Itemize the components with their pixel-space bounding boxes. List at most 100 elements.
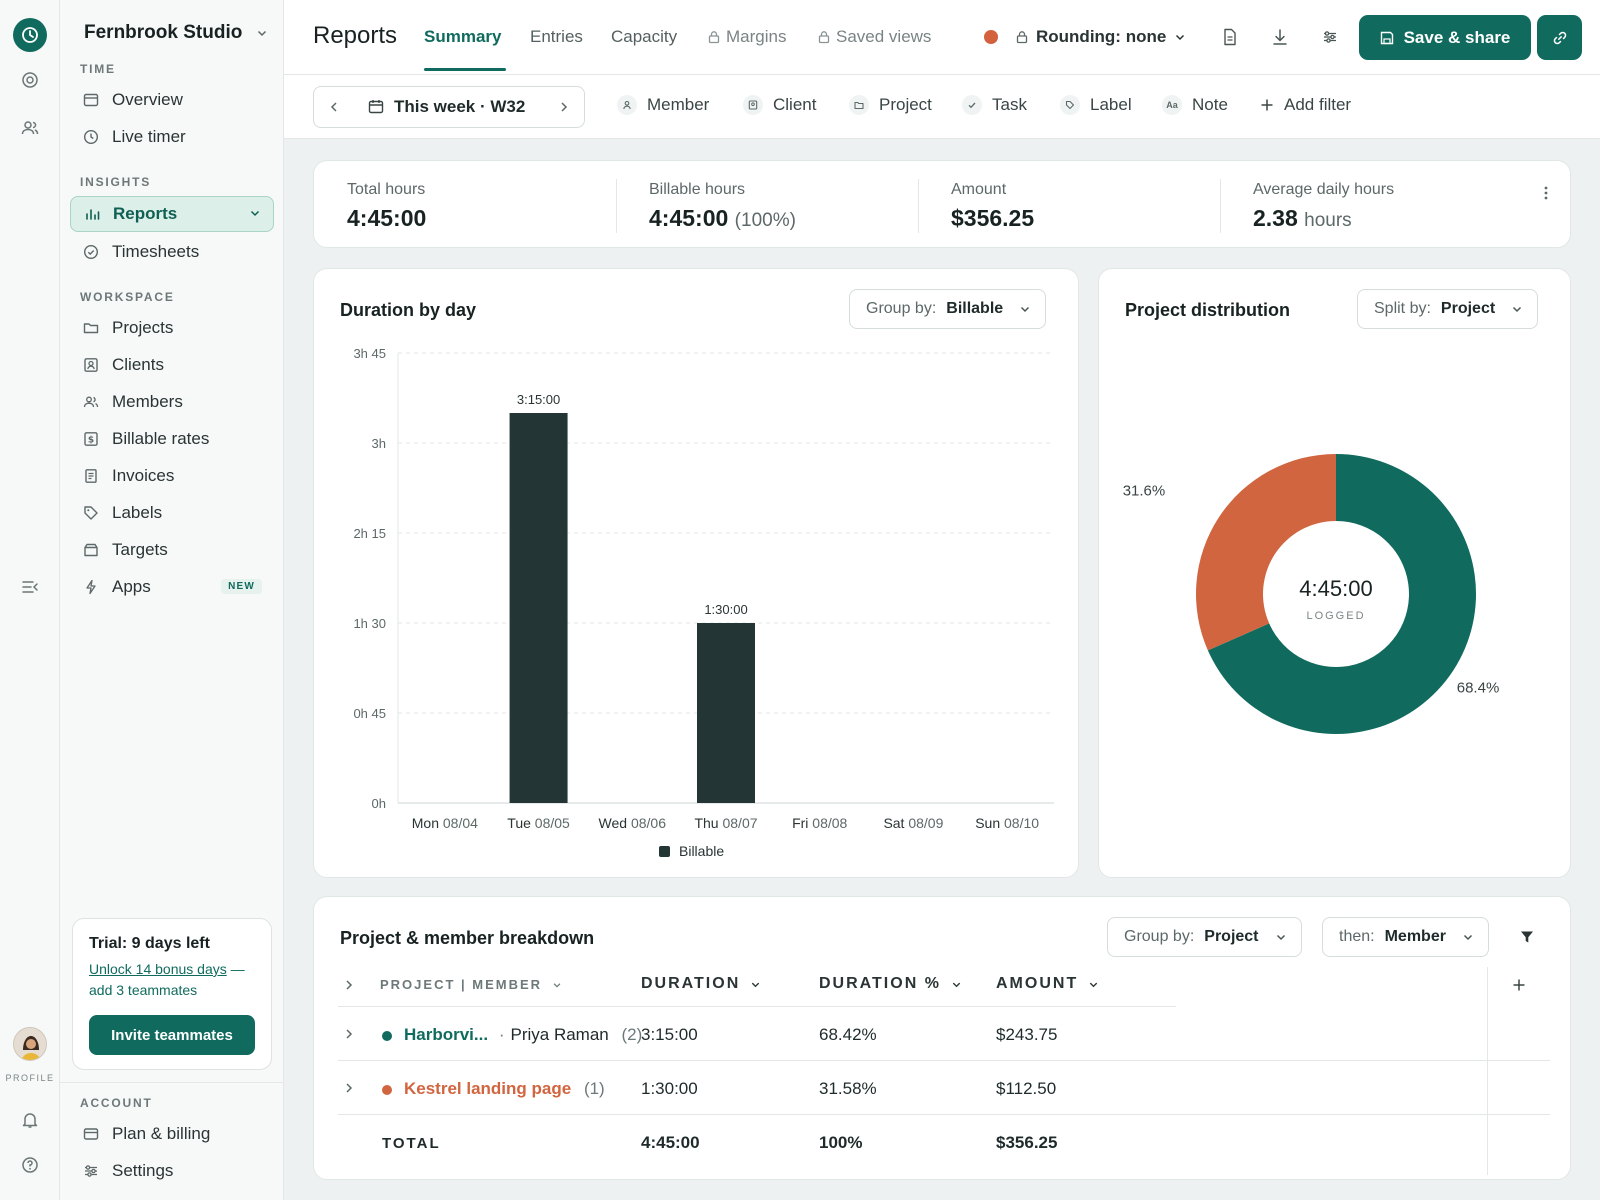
chevron-down-icon [1021, 306, 1030, 313]
page-title: Reports [313, 22, 398, 49]
chart-title: Duration by day [340, 300, 477, 320]
filter-client[interactable]: Client [743, 95, 816, 115]
rounding-dropdown[interactable]: Rounding: none [1016, 27, 1186, 47]
sidebar-item-members[interactable]: Members [70, 384, 274, 420]
dropdown-value: Member [1384, 928, 1446, 945]
column-duration[interactable]: DURATION [641, 975, 761, 993]
tab-capacity[interactable]: Capacity [611, 27, 678, 46]
help-icon[interactable] [18, 1153, 42, 1177]
prev-week-button[interactable] [314, 101, 354, 113]
sidebar-item-live-timer[interactable]: Live timer [70, 119, 274, 155]
tab-label: Saved views [836, 27, 932, 46]
active-tab-indicator [424, 68, 506, 71]
tab-summary[interactable]: Summary [424, 27, 502, 46]
donut-center-label: LOGGED [1306, 610, 1365, 622]
chevron-down-icon [250, 210, 260, 217]
save-share-button[interactable]: Save & share [1359, 15, 1531, 60]
avatar[interactable] [13, 1027, 47, 1061]
x-tick-date: 08/09 [908, 815, 943, 831]
copy-link-button[interactable] [1537, 15, 1582, 60]
filter-label: Note [1192, 95, 1228, 114]
breakdown-then-dropdown[interactable]: then: Member [1322, 917, 1489, 957]
bar-data-label: 3:15:00 [517, 392, 560, 407]
app-logo-icon[interactable] [13, 18, 47, 52]
sidebar-item-labels[interactable]: Labels [70, 495, 274, 531]
download-icon[interactable] [1269, 26, 1291, 48]
contact-icon [743, 95, 763, 115]
rounding-label: Rounding: none [1036, 27, 1167, 46]
split-by-dropdown[interactable]: Split by: Project [1357, 289, 1539, 329]
sidebar-item-reports[interactable]: Reports [70, 196, 274, 232]
sidebar-item-settings[interactable]: Settings [70, 1153, 274, 1189]
trial-unlock-link[interactable]: Unlock 14 bonus days — add 3 teammates [89, 959, 255, 1001]
column-label: DURATION % [819, 975, 941, 992]
collapse-sidebar-icon[interactable] [18, 575, 42, 599]
add-filter-button[interactable]: Add filter [1260, 95, 1351, 115]
filter-project[interactable]: Project [849, 95, 932, 115]
duration-by-day-card: Duration by day Group by: Billable 0h 0h … [313, 268, 1079, 878]
sliders-icon[interactable] [1319, 26, 1341, 48]
x-tick-date: 08/05 [535, 815, 570, 831]
filter-label[interactable]: Label [1060, 95, 1132, 115]
header-divider [338, 1006, 1176, 1007]
sidebar-item-timesheets[interactable]: Timesheets [70, 234, 274, 270]
x-tick-day: Tue [507, 815, 534, 831]
bell-icon[interactable] [18, 1108, 42, 1132]
filter-note[interactable]: Aa Note [1162, 95, 1228, 115]
next-week-button[interactable] [544, 101, 584, 113]
breakdown-card: Project & member breakdown Group by: Pro… [313, 896, 1571, 1180]
sidebar-item-plan-billing[interactable]: Plan & billing [70, 1116, 274, 1152]
save-share-label: Save & share [1403, 27, 1511, 47]
chevron-right-icon[interactable] [344, 1082, 354, 1094]
column-duration-pct[interactable]: DURATION % [819, 975, 962, 993]
project-name[interactable]: Kestrel landing page [404, 1079, 572, 1098]
chevron-right-icon[interactable] [344, 1028, 354, 1040]
chevron-down-icon [1176, 34, 1185, 41]
add-column-icon[interactable] [1512, 978, 1526, 992]
sidebar-item-label: Live timer [112, 127, 186, 146]
invite-teammates-button[interactable]: Invite teammates [89, 1015, 255, 1055]
tab-saved-views[interactable]: Saved views [818, 27, 931, 47]
tab-entries[interactable]: Entries [530, 27, 583, 46]
sidebar-item-label: Clients [112, 355, 164, 374]
filter-task[interactable]: Task [962, 95, 1027, 115]
sidebar-divider [60, 1082, 284, 1083]
users-icon [82, 393, 100, 411]
dropdown-label: then: [1339, 928, 1375, 945]
tag-icon [1060, 95, 1080, 115]
total-duration: 4:45:00 [641, 1133, 700, 1152]
tab-margins[interactable]: Margins [708, 27, 786, 47]
sidebar-item-clients[interactable]: Clients [70, 347, 274, 383]
column-project-member[interactable]: PROJECT | MEMBER [380, 977, 562, 992]
breakdown-group-by-dropdown[interactable]: Group by: Project [1107, 917, 1302, 957]
sidebar-item-invoices[interactable]: Invoices [70, 458, 274, 494]
sidebar-item-overview[interactable]: Overview [70, 82, 274, 118]
project-name[interactable]: Harborvi... [404, 1025, 489, 1044]
bar [509, 413, 568, 803]
document-icon[interactable] [1219, 26, 1241, 48]
project-distribution-card: Project distribution Split by: Project 6… [1098, 268, 1571, 878]
sidebar-item-projects[interactable]: Projects [70, 310, 274, 346]
sidebar-item-targets[interactable]: Targets [70, 532, 274, 568]
team-nav-icon[interactable] [18, 116, 42, 140]
target-nav-icon[interactable] [18, 68, 42, 92]
project-donut-chart: 68.4% 31.6% 4:45:00 LOGGED [1123, 454, 1499, 734]
group-by-dropdown[interactable]: Group by: Billable [849, 289, 1047, 329]
filter-member[interactable]: Member [617, 95, 709, 115]
chevron-down-icon [1463, 934, 1472, 941]
sidebar-item-apps[interactable]: Apps NEW [70, 569, 274, 605]
workspace-switcher[interactable]: Fernbrook Studio [84, 20, 268, 46]
recording-dot[interactable] [984, 30, 998, 44]
sidebar-item-billable-rates[interactable]: $ Billable rates [70, 421, 274, 457]
column-amount[interactable]: AMOUNT [996, 975, 1099, 993]
filter-funnel-icon[interactable] [1520, 930, 1534, 944]
stat-total-hours: Total hours 4:45:00 [347, 181, 426, 232]
add-filter-label: Add filter [1284, 95, 1352, 114]
sidebar-item-label: Billable rates [112, 429, 210, 448]
trial-link-text[interactable]: Unlock 14 bonus days [89, 961, 227, 977]
date-range-picker[interactable]: This week · W32 [313, 86, 585, 128]
more-options-icon[interactable] [1544, 185, 1548, 201]
filter-label-text: Label [1090, 95, 1132, 114]
check-icon [962, 95, 982, 115]
expand-all-icon[interactable] [344, 979, 354, 991]
